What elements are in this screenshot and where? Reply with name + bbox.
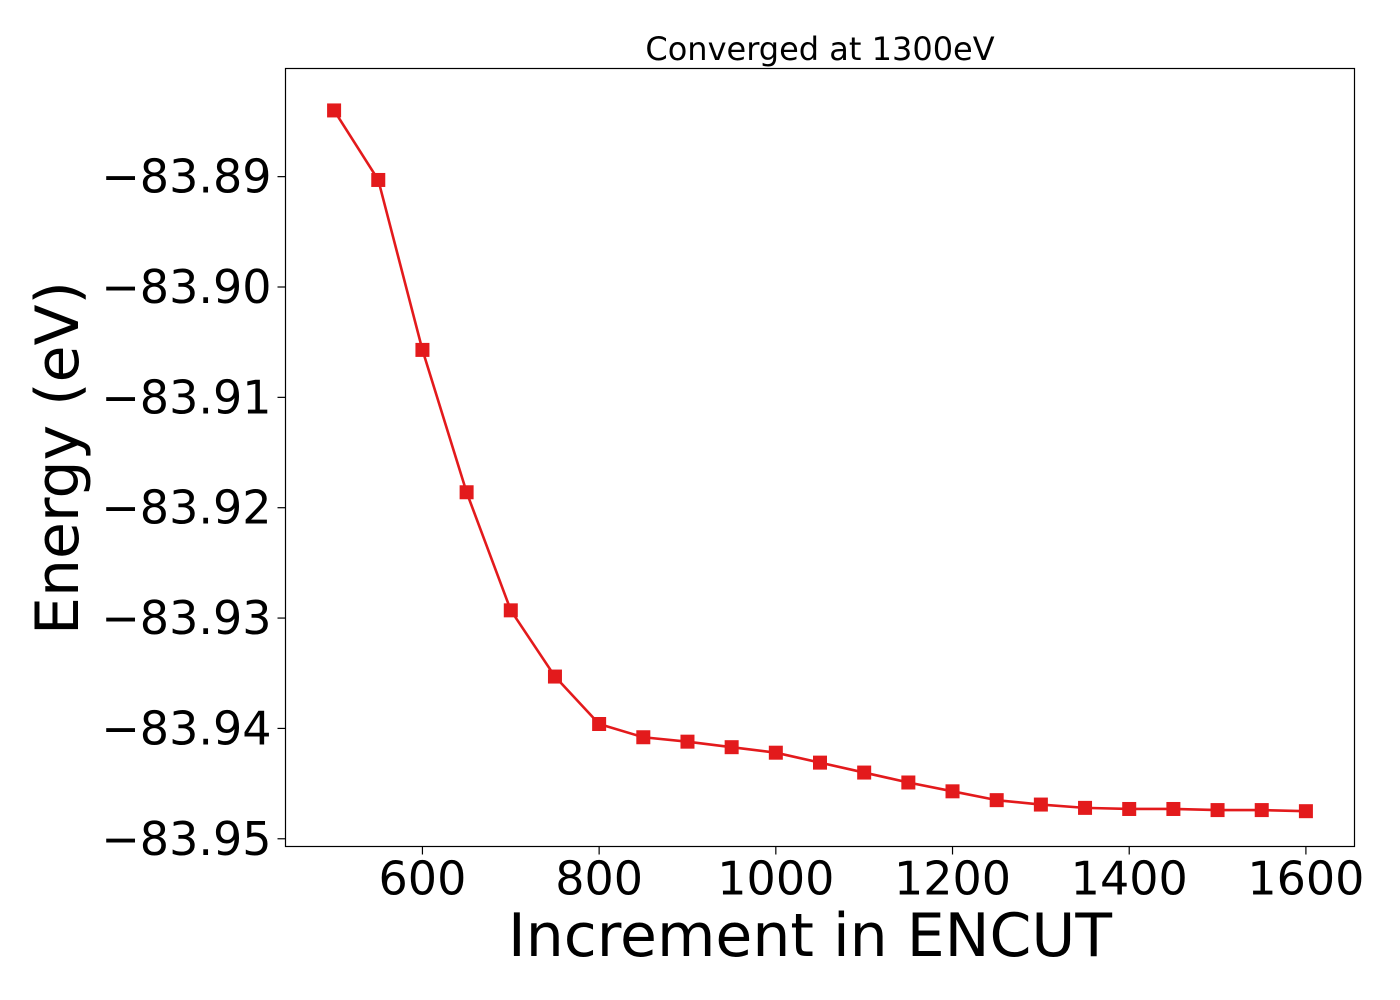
data-point bbox=[636, 730, 651, 745]
tick-layer: 600 800 1000 1200 1400 1600 −83.89 −83.90 −83.91… bbox=[101, 150, 1364, 906]
y-tick-label: −83.89 bbox=[101, 150, 271, 204]
y-tick-label: −83.93 bbox=[101, 591, 271, 645]
y-axis-label: Energy (eV) bbox=[23, 281, 93, 635]
data-point bbox=[415, 342, 430, 357]
data-point bbox=[989, 793, 1004, 808]
series-line bbox=[332, 109, 1306, 813]
y-tick-label: −83.92 bbox=[101, 481, 271, 535]
plot-frame bbox=[284, 67, 1356, 848]
data-point bbox=[1298, 804, 1313, 819]
data-point bbox=[547, 669, 562, 684]
data-point bbox=[1122, 801, 1137, 816]
x-tick-label: 800 bbox=[555, 852, 643, 906]
data-point bbox=[945, 784, 960, 799]
data-point bbox=[1033, 797, 1048, 812]
plot-layer bbox=[327, 103, 1313, 819]
x-tick-label: 1000 bbox=[717, 852, 834, 906]
data-point bbox=[857, 765, 872, 780]
data-point bbox=[371, 172, 386, 187]
data-point bbox=[1210, 803, 1225, 818]
data-point bbox=[592, 717, 607, 732]
x-tick-label: 600 bbox=[379, 852, 467, 906]
x-axis-label: Increment in ENCUT bbox=[508, 901, 1112, 971]
data-point bbox=[768, 745, 783, 760]
y-tick-label: −83.94 bbox=[101, 701, 271, 755]
data-point bbox=[1254, 803, 1269, 818]
data-point bbox=[1166, 801, 1181, 816]
chart-title: Converged at 1300eV bbox=[645, 30, 994, 68]
x-tick-label: 1600 bbox=[1247, 852, 1364, 906]
data-point bbox=[724, 740, 739, 755]
data-point bbox=[459, 485, 474, 500]
data-point bbox=[680, 734, 695, 749]
data-point bbox=[327, 103, 342, 118]
x-tick-label: 1400 bbox=[1071, 852, 1188, 906]
y-tick-label: −83.91 bbox=[101, 370, 271, 424]
y-tick-label: −83.90 bbox=[101, 260, 271, 314]
data-point bbox=[901, 775, 916, 790]
y-tick-label: −83.95 bbox=[101, 812, 271, 866]
x-tick-label: 1200 bbox=[894, 852, 1011, 906]
data-point bbox=[1078, 800, 1093, 815]
data-point bbox=[813, 755, 827, 770]
data-point bbox=[503, 603, 518, 618]
